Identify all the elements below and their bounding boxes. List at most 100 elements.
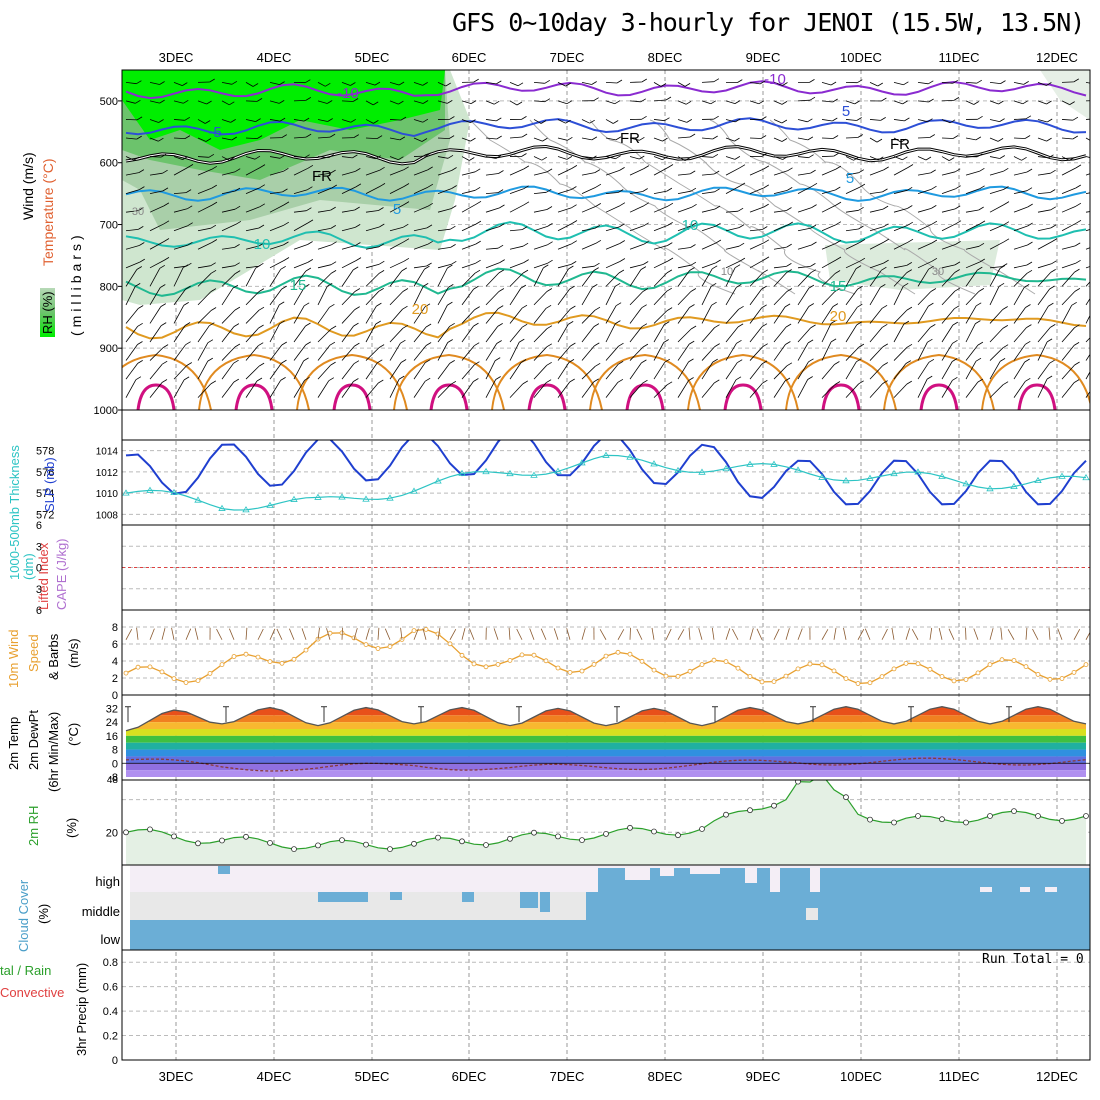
wind-barb-flag: [689, 304, 695, 308]
temp-tick: 0: [112, 758, 118, 770]
wind-barb-flag: [593, 378, 599, 383]
wind-barb-flag: [811, 241, 817, 246]
wind-barb: [941, 171, 956, 176]
wind-barb: [797, 119, 808, 123]
wind-barb-flag: [666, 187, 673, 192]
wind-barb-flag: [208, 153, 215, 158]
wind-barb: [389, 186, 405, 194]
wind-barb: [749, 206, 764, 213]
wind-barb-flag: [379, 223, 385, 228]
wind-barb: [1037, 137, 1047, 142]
wind-barb: [245, 291, 260, 306]
wind-barb-flag: [425, 342, 432, 346]
wind-barb: [461, 243, 476, 250]
wind-barb-flag: [739, 182, 746, 187]
wind-barb-flag: [427, 202, 434, 207]
wind-barb: [917, 268, 929, 287]
wind-barb-10m: [449, 629, 457, 640]
wind-speed-marker: [819, 662, 825, 668]
wind-barb: [941, 290, 956, 306]
wind-barb: [1013, 307, 1026, 324]
wind-barb-flag: [830, 81, 837, 86]
wind-barb: [989, 347, 1004, 361]
wind-barb: [797, 137, 808, 141]
wind-barb-flag: [447, 301, 453, 306]
wind-barb-flag: [761, 153, 767, 157]
wind-barb: [389, 169, 404, 176]
wind-barb-flag: [977, 266, 983, 271]
wind-barb-flag: [403, 238, 410, 243]
wind-barb-10m: [599, 629, 607, 640]
wind-barb: [941, 137, 954, 139]
wind-speed-marker: [411, 628, 417, 633]
wind-barb: [629, 156, 640, 160]
wind-barb: [821, 384, 836, 398]
wind-barb-flag: [565, 119, 571, 124]
date-label-top: 10DEC: [840, 50, 882, 65]
wind-barb-flag: [853, 156, 859, 161]
wind-barb-flag: [1096, 156, 1100, 159]
date-label-bottom: 4DEC: [257, 1069, 292, 1084]
wind-barb: [221, 362, 234, 380]
wind-barb: [485, 262, 500, 269]
wind-barb-flag: [834, 270, 841, 274]
wind-barb-flag: [517, 82, 524, 87]
wind-barb-flag: [378, 287, 385, 292]
wind-speed-marker: [663, 673, 669, 679]
wind-barb: [653, 205, 669, 213]
date-label-bottom: 12DEC: [1036, 1069, 1078, 1084]
temp-band: [126, 706, 1086, 716]
contour-label: 5: [842, 103, 850, 120]
wind-barb-flag: [594, 306, 601, 311]
wind-barb-flag: [1003, 221, 1010, 226]
wind-barb-flag: [903, 320, 910, 325]
wind-barb: [125, 81, 137, 85]
rh2m-label-2: (%): [64, 817, 79, 838]
wind-barb-flag: [403, 201, 410, 205]
wind-barb-flag: [1021, 156, 1027, 161]
wind-barb: [893, 208, 908, 213]
wind-barb-flag: [614, 282, 621, 287]
wind-barb: [1085, 314, 1090, 324]
wind-barb: [701, 191, 715, 195]
wind-barb-flag: [328, 377, 335, 382]
wind-barb: [389, 204, 405, 213]
wind-barb-10m: [516, 628, 523, 640]
warm-contour: [687, 353, 799, 410]
wind-barb-flag: [642, 188, 648, 192]
wind-barb-flag: [499, 259, 505, 263]
wind-barb: [413, 186, 429, 194]
wind-barb-flag: [547, 259, 553, 264]
wind-barb-flag: [618, 269, 625, 274]
rh-marker: [267, 840, 273, 846]
temp-band: [126, 735, 1086, 743]
wind-barb: [749, 259, 765, 269]
wind-barb-flag: [567, 321, 574, 325]
wind-barb-flag: [763, 203, 769, 208]
wind-barb: [845, 119, 857, 121]
wind-barb: [1061, 271, 1075, 287]
upper-air-layer: [122, 70, 1090, 410]
wind-barb-flag: [735, 376, 742, 381]
wind-barb: [149, 81, 160, 85]
wind-barb-flag: [350, 118, 357, 123]
wind-barb-flag: [1048, 302, 1054, 307]
date-label-bottom: 3DEC: [159, 1069, 194, 1084]
wind-barb: [653, 384, 668, 398]
wind-barb: [845, 306, 858, 324]
wind-barb-flag: [185, 341, 191, 346]
wind-barb: [917, 305, 929, 324]
wind-barb: [125, 286, 136, 306]
wind-barb: [365, 291, 380, 306]
wind-barb: [773, 266, 787, 269]
wind-barb-flag: [305, 341, 311, 346]
wind-barb-flag: [667, 222, 673, 226]
millibars-axis-label: (millibars): [68, 231, 84, 336]
wind-barb: [365, 210, 379, 213]
rh-marker: [459, 838, 465, 845]
wind-barb-flag: [567, 136, 573, 141]
wind-barb: [821, 273, 836, 287]
wind-barb-flag: [882, 343, 889, 348]
wind-barb: [341, 186, 357, 194]
wind-barb: [221, 119, 231, 123]
